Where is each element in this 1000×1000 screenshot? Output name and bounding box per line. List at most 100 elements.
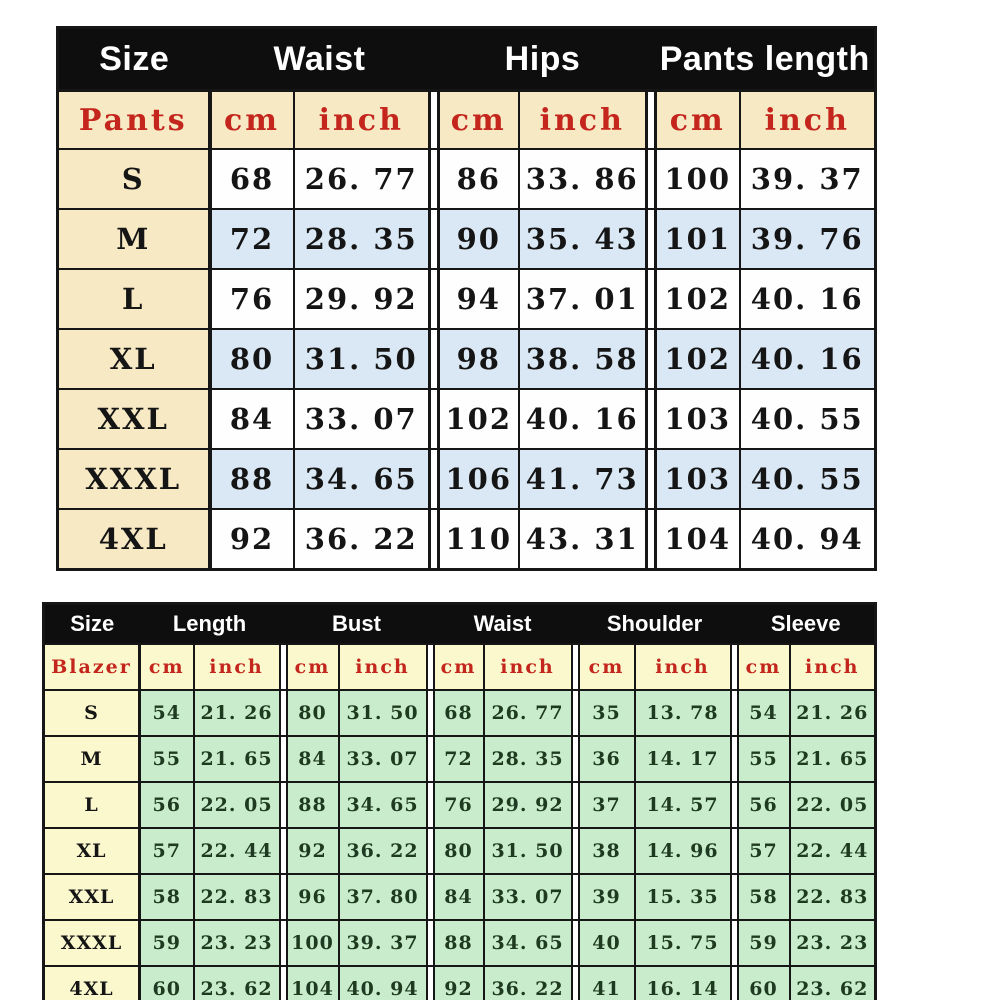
value-cell-inch: 39. 37 — [337, 919, 428, 967]
value-cell-inch: 37. 80 — [337, 873, 428, 921]
column-group-header: Waist — [433, 603, 572, 645]
column-gap — [570, 965, 580, 1000]
value-cell-cm: 88 — [285, 781, 340, 829]
value-cell-cm: 103 — [654, 448, 741, 510]
value-cell-inch: 36. 22 — [337, 827, 428, 875]
column-group-header: Shoulder — [578, 603, 731, 645]
value-cell-cm: 76 — [208, 268, 295, 330]
value-cell-cm: 40 — [577, 919, 636, 967]
column-gap — [729, 827, 739, 875]
unit-cm-cell: cm — [432, 643, 485, 691]
column-gap — [428, 328, 440, 390]
column-gap — [570, 643, 580, 691]
value-cell-inch: 36. 22 — [482, 965, 573, 1000]
value-cell-inch: 13. 78 — [633, 689, 732, 737]
value-cell-cm: 101 — [654, 208, 741, 270]
value-cell-cm: 57 — [736, 827, 791, 875]
value-cell-inch: 15. 75 — [633, 919, 732, 967]
value-cell-inch: 15. 35 — [633, 873, 732, 921]
value-cell-cm: 56 — [736, 781, 791, 829]
value-cell-inch: 43. 31 — [517, 508, 648, 571]
unit-cm-cell: cm — [285, 643, 340, 691]
value-cell-cm: 39 — [577, 873, 636, 921]
value-cell-inch: 21. 65 — [192, 735, 281, 783]
size-label-cell: 4XL — [42, 965, 141, 1000]
value-cell-inch: 39. 76 — [738, 208, 877, 270]
value-cell-inch: 35. 43 — [517, 208, 648, 270]
column-gap — [570, 919, 580, 967]
value-cell-inch: 22. 05 — [788, 781, 877, 829]
column-group-header: Length — [139, 603, 280, 645]
value-cell-inch: 28. 35 — [482, 735, 573, 783]
value-cell-inch: 40. 94 — [738, 508, 877, 571]
value-cell-cm: 106 — [437, 448, 520, 510]
column-gap — [428, 208, 440, 270]
value-cell-inch: 23. 23 — [788, 919, 877, 967]
value-cell-cm: 92 — [208, 508, 295, 571]
value-cell-cm: 38 — [577, 827, 636, 875]
value-cell-cm: 59 — [138, 919, 195, 967]
value-cell-cm: 68 — [208, 148, 295, 210]
size-row-xxxl: XXXL 59 23. 23 100 39. 37 88 34. 65 40 15. 75 59 2… — [42, 919, 877, 967]
value-cell-inch: 22. 05 — [192, 781, 281, 829]
value-cell-cm: 104 — [654, 508, 741, 571]
column-gap — [278, 873, 288, 921]
value-cell-cm: 56 — [138, 781, 195, 829]
column-gap — [425, 965, 435, 1000]
column-gap — [645, 508, 657, 571]
value-cell-inch: 14. 17 — [633, 735, 732, 783]
column-gap — [425, 643, 435, 691]
value-cell-inch: 33. 86 — [517, 148, 648, 210]
value-cell-inch: 38. 58 — [517, 328, 648, 390]
value-cell-inch: 31. 50 — [482, 827, 573, 875]
value-cell-cm: 104 — [285, 965, 340, 1000]
unit-inch-cell: inch — [633, 643, 732, 691]
unit-cm-cell: cm — [736, 643, 791, 691]
value-cell-cm: 100 — [285, 919, 340, 967]
header-gap — [646, 27, 656, 92]
value-cell-cm: 60 — [736, 965, 791, 1000]
size-label-cell: M — [42, 735, 141, 783]
value-cell-cm: 84 — [432, 873, 485, 921]
value-cell-cm: 57 — [138, 827, 195, 875]
value-cell-cm: 58 — [138, 873, 195, 921]
value-cell-cm: 35 — [577, 689, 636, 737]
value-cell-cm: 86 — [437, 148, 520, 210]
unit-inch-cell: inch — [738, 89, 877, 150]
size-row-s: S 68 26. 77 86 33. 86 100 39. 37 — [56, 148, 877, 210]
size-label-cell: XXL — [56, 388, 212, 450]
value-cell-cm: 88 — [208, 448, 295, 510]
column-gap — [729, 965, 739, 1000]
column-gap — [645, 89, 657, 150]
column-gap — [425, 689, 435, 737]
size-label-cell: L — [42, 781, 141, 829]
size-label-cell: L — [56, 268, 212, 330]
value-cell-inch: 39. 37 — [738, 148, 877, 210]
size-row-xl: XL 57 22. 44 92 36. 22 80 31. 50 38 14. 96 57 22. … — [42, 827, 877, 875]
size-label-cell: XXL — [42, 873, 141, 921]
header-row: Size Waist Hips Pants length — [57, 27, 876, 92]
column-gap — [645, 448, 657, 510]
value-cell-cm: 110 — [437, 508, 520, 571]
value-cell-inch: 16. 14 — [633, 965, 732, 1000]
column-gap — [645, 208, 657, 270]
value-cell-cm: 80 — [285, 689, 340, 737]
column-gap — [729, 643, 739, 691]
unit-header-row: Blazer cm inch cm inch cm inch cm inch cm inch — [42, 643, 877, 691]
garment-label-cell: Blazer — [42, 643, 141, 691]
unit-inch-cell: inch — [482, 643, 573, 691]
value-cell-inch: 31. 50 — [292, 328, 431, 390]
value-cell-inch: 33. 07 — [482, 873, 573, 921]
unit-cm-cell: cm — [654, 89, 741, 150]
value-cell-inch: 21. 26 — [788, 689, 877, 737]
value-cell-inch: 40. 16 — [517, 388, 648, 450]
column-gap — [570, 827, 580, 875]
header-row: Size Length Bust Waist Shoulder Sleeve — [43, 603, 876, 645]
value-cell-inch: 22. 83 — [192, 873, 281, 921]
size-label-cell: XXXL — [56, 448, 212, 510]
size-row-m: M 55 21. 65 84 33. 07 72 28. 35 36 14. 17 55 21. 6… — [42, 735, 877, 783]
value-cell-inch: 29. 92 — [292, 268, 431, 330]
column-gap — [729, 781, 739, 829]
value-cell-cm: 76 — [432, 781, 485, 829]
